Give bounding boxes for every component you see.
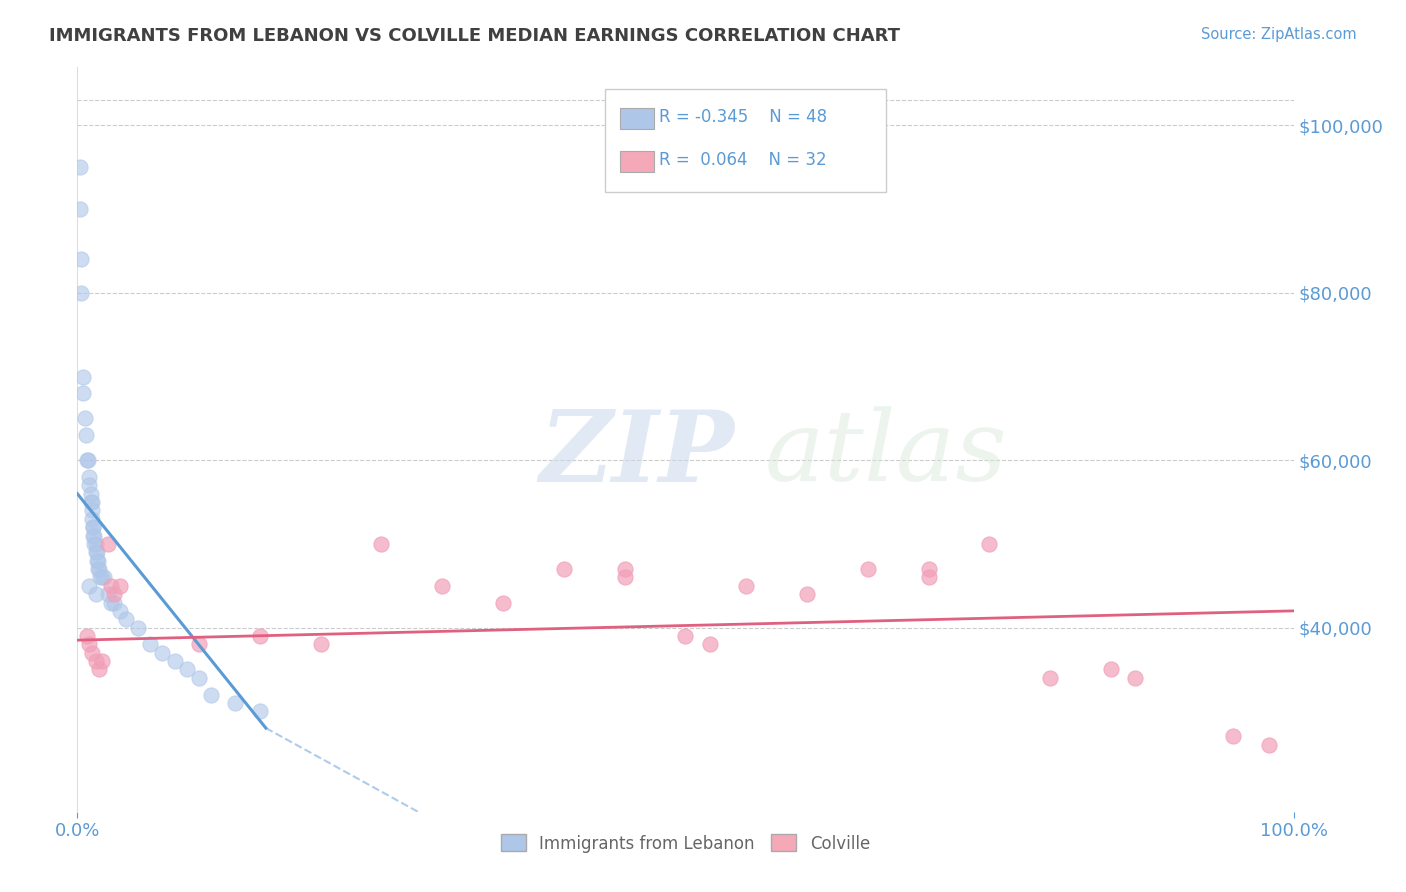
Point [90,570,112,584]
Point [89,562,111,576]
Point [79,579,101,593]
Point [613,562,636,576]
Point [77,453,100,467]
Point [103,587,125,601]
Text: Source: ZipAtlas.com: Source: ZipAtlas.com [1201,27,1357,42]
Point [249,629,271,643]
Point [430,579,453,593]
Point [75,428,97,442]
Point [79,470,101,484]
Point [84,587,107,601]
Point [89,570,111,584]
Point [553,562,575,576]
Point [84,654,107,668]
Point [1222,730,1244,744]
Point [224,696,246,710]
Text: R = -0.345    N = 48: R = -0.345 N = 48 [659,108,828,126]
Point [163,654,186,668]
Point [82,528,104,542]
Point [83,537,105,551]
Point [82,520,104,534]
Text: R =  0.064    N = 32: R = 0.064 N = 32 [659,151,827,169]
Point [152,646,174,660]
Point [918,570,941,584]
Point [79,478,101,492]
Point [108,604,131,618]
Point [108,579,131,593]
Point [249,704,271,718]
Point [1099,663,1122,677]
Point [1258,738,1281,752]
Point [188,671,211,685]
Point [80,646,103,660]
Point [83,528,105,542]
Point [200,688,222,702]
Point [69,161,91,175]
Point [127,621,149,635]
Point [370,537,392,551]
Point [73,411,96,425]
Point [89,663,111,677]
Point [735,579,758,593]
Point [80,495,103,509]
Point [856,562,879,576]
Point [97,587,120,601]
Point [613,570,636,584]
Point [72,386,94,401]
Point [70,252,93,267]
Point [699,637,721,651]
Point [97,537,120,551]
Point [80,503,103,517]
Point [76,453,98,467]
Legend: Immigrants from Lebanon, Colville: Immigrants from Lebanon, Colville [495,828,876,859]
Point [84,545,107,559]
Point [188,637,211,651]
Point [90,654,112,668]
Point [918,562,941,576]
Point [309,637,332,651]
Point [796,587,818,601]
Point [87,562,110,576]
Point [115,612,138,626]
Point [80,512,103,526]
Point [86,554,108,568]
Point [93,570,115,584]
Point [492,595,515,609]
Text: IMMIGRANTS FROM LEBANON VS COLVILLE MEDIAN EARNINGS CORRELATION CHART: IMMIGRANTS FROM LEBANON VS COLVILLE MEDI… [49,27,900,45]
Point [103,595,125,609]
Point [80,495,103,509]
Text: atlas: atlas [765,407,1007,502]
Point [76,629,98,643]
Point [100,595,122,609]
Point [176,663,198,677]
Point [80,486,103,500]
Point [1125,671,1147,685]
Point [84,537,107,551]
Point [86,545,108,559]
Point [979,537,1001,551]
Point [79,637,101,651]
Point [69,202,91,216]
Point [87,554,110,568]
Point [675,629,697,643]
Point [1039,671,1062,685]
Point [72,369,94,384]
Point [82,520,104,534]
Text: ZIP: ZIP [540,406,734,502]
Point [70,285,93,300]
Point [100,579,122,593]
Point [139,637,162,651]
